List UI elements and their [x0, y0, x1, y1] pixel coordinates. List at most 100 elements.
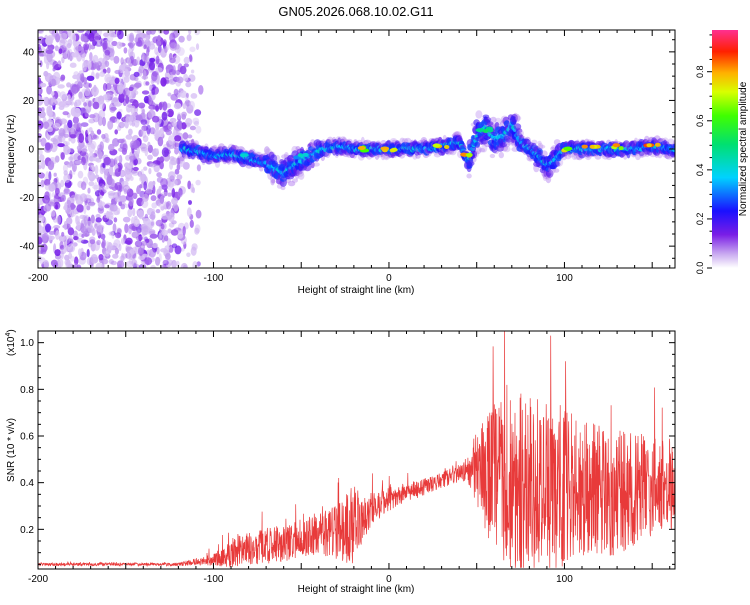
noise-blob [87, 201, 96, 206]
noise-blob [41, 233, 50, 244]
noise-blob [140, 119, 148, 125]
noise-blob [79, 214, 86, 220]
noise-blob [173, 102, 182, 110]
noise-blob [180, 262, 188, 268]
noise-blob [171, 197, 178, 205]
noise-blob [177, 190, 183, 198]
snr-x-axis-label: Height of straight line (km) [298, 584, 415, 595]
noise-blob [160, 77, 167, 87]
noise-blob [145, 188, 153, 194]
noise-blob [100, 233, 106, 240]
y-tick-label: -40 [20, 242, 35, 253]
y-tick-label: 1.0 [20, 338, 34, 349]
noise-blob [180, 122, 187, 130]
noise-blob [58, 129, 65, 139]
noise-blob [87, 187, 91, 194]
ridge-cell [209, 146, 218, 151]
noise-blob [107, 120, 114, 130]
noise-blob [75, 215, 79, 222]
noise-blob [155, 219, 163, 227]
noise-blob [136, 209, 140, 215]
noise-blob [38, 43, 41, 51]
noise-blob [177, 47, 185, 56]
ridge-cell [474, 141, 480, 148]
noise-blob [69, 255, 75, 262]
noise-blob [157, 35, 161, 42]
noise-blob [80, 181, 87, 191]
x-tick-label: 100 [556, 574, 573, 585]
noise-blob [88, 155, 94, 162]
noise-blob [102, 83, 108, 92]
snr-y-axis-label: SNR (10 * v/v) [6, 418, 17, 482]
noise-blob [93, 241, 101, 251]
ridge-cell [479, 148, 486, 153]
noise-blob [46, 60, 54, 66]
ridge-cell [232, 144, 238, 150]
noise-blob [118, 201, 122, 206]
noise-blob [96, 239, 101, 246]
noise-blob [136, 37, 144, 47]
noise-blob [138, 102, 146, 109]
noise-blob [148, 96, 152, 105]
ridge-peak [302, 152, 309, 157]
ridge-cell [280, 185, 286, 191]
noise-blob [142, 135, 149, 143]
noise-blob [92, 112, 100, 123]
ridge-peak [589, 144, 595, 149]
noise-blob [172, 65, 176, 76]
noise-blob [110, 260, 117, 266]
noise-blob [129, 32, 135, 43]
noise-blob [47, 126, 53, 133]
noise-blob [46, 105, 53, 115]
noise-blob [146, 30, 152, 35]
y-tick-label: 0.6 [20, 432, 34, 443]
colorbar-tick-label: 0.2 [695, 213, 705, 226]
noise-blob [78, 133, 85, 144]
noise-blob [155, 209, 161, 214]
noise-blob [90, 140, 97, 150]
noise-blob [46, 85, 52, 95]
noise-blob [45, 171, 50, 181]
noise-blob [74, 256, 79, 266]
noise-blob [148, 61, 156, 71]
noise-blob [60, 32, 68, 40]
ridge-cell [264, 146, 270, 155]
noise-blob [60, 194, 66, 202]
noise-blob [62, 111, 69, 116]
noise-blob [39, 257, 46, 265]
noise-blob [45, 49, 54, 54]
noise-blob [144, 63, 148, 70]
noise-blob [168, 135, 175, 146]
noise-blob [110, 106, 117, 111]
noise-blob [136, 56, 141, 66]
ridge-cell [490, 116, 497, 123]
noise-blob [149, 233, 158, 239]
noise-blob [120, 170, 125, 177]
noise-blob [177, 157, 181, 165]
noise-blob [112, 96, 119, 102]
ridge-cell [274, 154, 281, 164]
noise-blob [60, 74, 66, 81]
noise-blob [169, 160, 174, 170]
noise-blob [171, 259, 177, 268]
noise-blob [38, 231, 42, 239]
figure-title: GN05.2026.068.10.02.G11 [278, 4, 433, 19]
noise-blob [190, 246, 197, 256]
noise-blob [169, 74, 174, 84]
noise-blob [198, 85, 204, 95]
noise-blob [142, 70, 147, 80]
noise-blob [174, 142, 180, 148]
snr-plot-area [38, 331, 675, 568]
ridge-cell [474, 145, 482, 155]
ridge-peak [380, 146, 390, 151]
noise-blob [80, 239, 89, 244]
noise-blob [53, 135, 61, 145]
noise-blob [89, 52, 93, 62]
noise-blob [86, 75, 95, 82]
ridge-cell [308, 142, 314, 148]
noise-blob [195, 43, 200, 50]
ridge-peak [357, 146, 366, 150]
noise-blob [185, 92, 189, 98]
noise-blob [147, 154, 153, 160]
